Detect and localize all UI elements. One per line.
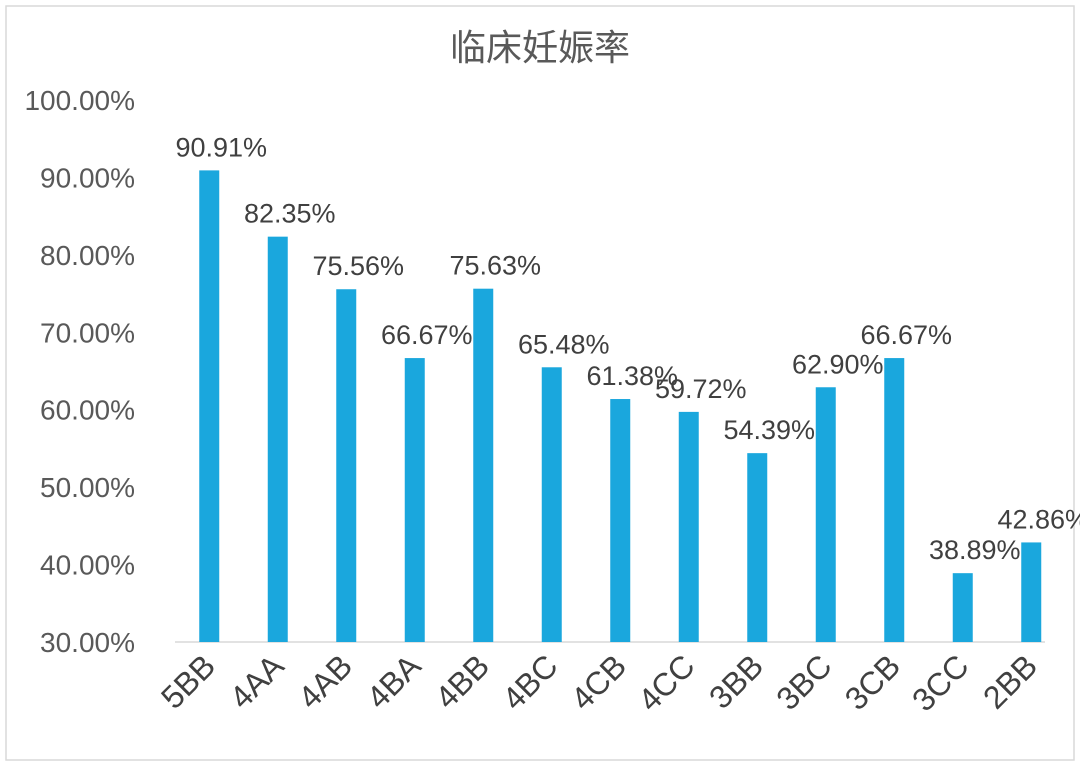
chart-title: 临床妊娠率 <box>450 28 630 69</box>
data-label: 66.67% <box>860 320 952 350</box>
data-label: 65.48% <box>518 329 610 359</box>
data-label: 75.63% <box>449 251 541 281</box>
y-tick-label: 80.00% <box>40 240 135 271</box>
data-label: 54.39% <box>723 415 815 445</box>
data-label: 66.67% <box>381 320 473 350</box>
data-label: 42.86% <box>997 504 1080 534</box>
y-tick-label: 50.00% <box>40 472 135 503</box>
chart-frame <box>5 5 1075 761</box>
data-label: 82.35% <box>244 199 336 229</box>
y-axis-ticks: 30.00% 40.00% 50.00% 60.00% 70.00% 80.00% 90.0… <box>24 85 135 658</box>
bar <box>884 358 905 642</box>
bar <box>404 358 425 642</box>
y-tick-label: 40.00% <box>40 550 135 581</box>
y-tick-label: 100.00% <box>24 85 135 116</box>
data-label: 38.89% <box>929 535 1021 565</box>
bar <box>473 288 494 642</box>
bar <box>952 573 973 642</box>
bar <box>678 411 699 642</box>
y-tick-label: 90.00% <box>40 162 135 193</box>
data-label: 59.72% <box>655 374 747 404</box>
data-labels: 90.91% 82.35% 75.56% 66.67% 75.63% 65.48%61.3… <box>175 132 1080 565</box>
bar <box>815 387 836 642</box>
data-label: 62.90% <box>792 349 884 379</box>
y-tick-label: 30.00% <box>40 627 135 658</box>
data-label: 75.56% <box>312 251 404 281</box>
bar <box>541 367 562 642</box>
bar <box>747 453 768 642</box>
bar <box>1021 542 1042 642</box>
bar <box>267 236 288 642</box>
bar <box>199 170 220 642</box>
bar-series <box>199 170 1042 642</box>
bar <box>610 399 631 642</box>
bar <box>336 289 357 642</box>
data-label: 90.91% <box>175 132 267 162</box>
data-label: 61.38% <box>586 361 678 391</box>
y-tick-label: 70.00% <box>40 317 135 348</box>
y-tick-label: 60.00% <box>40 395 135 426</box>
